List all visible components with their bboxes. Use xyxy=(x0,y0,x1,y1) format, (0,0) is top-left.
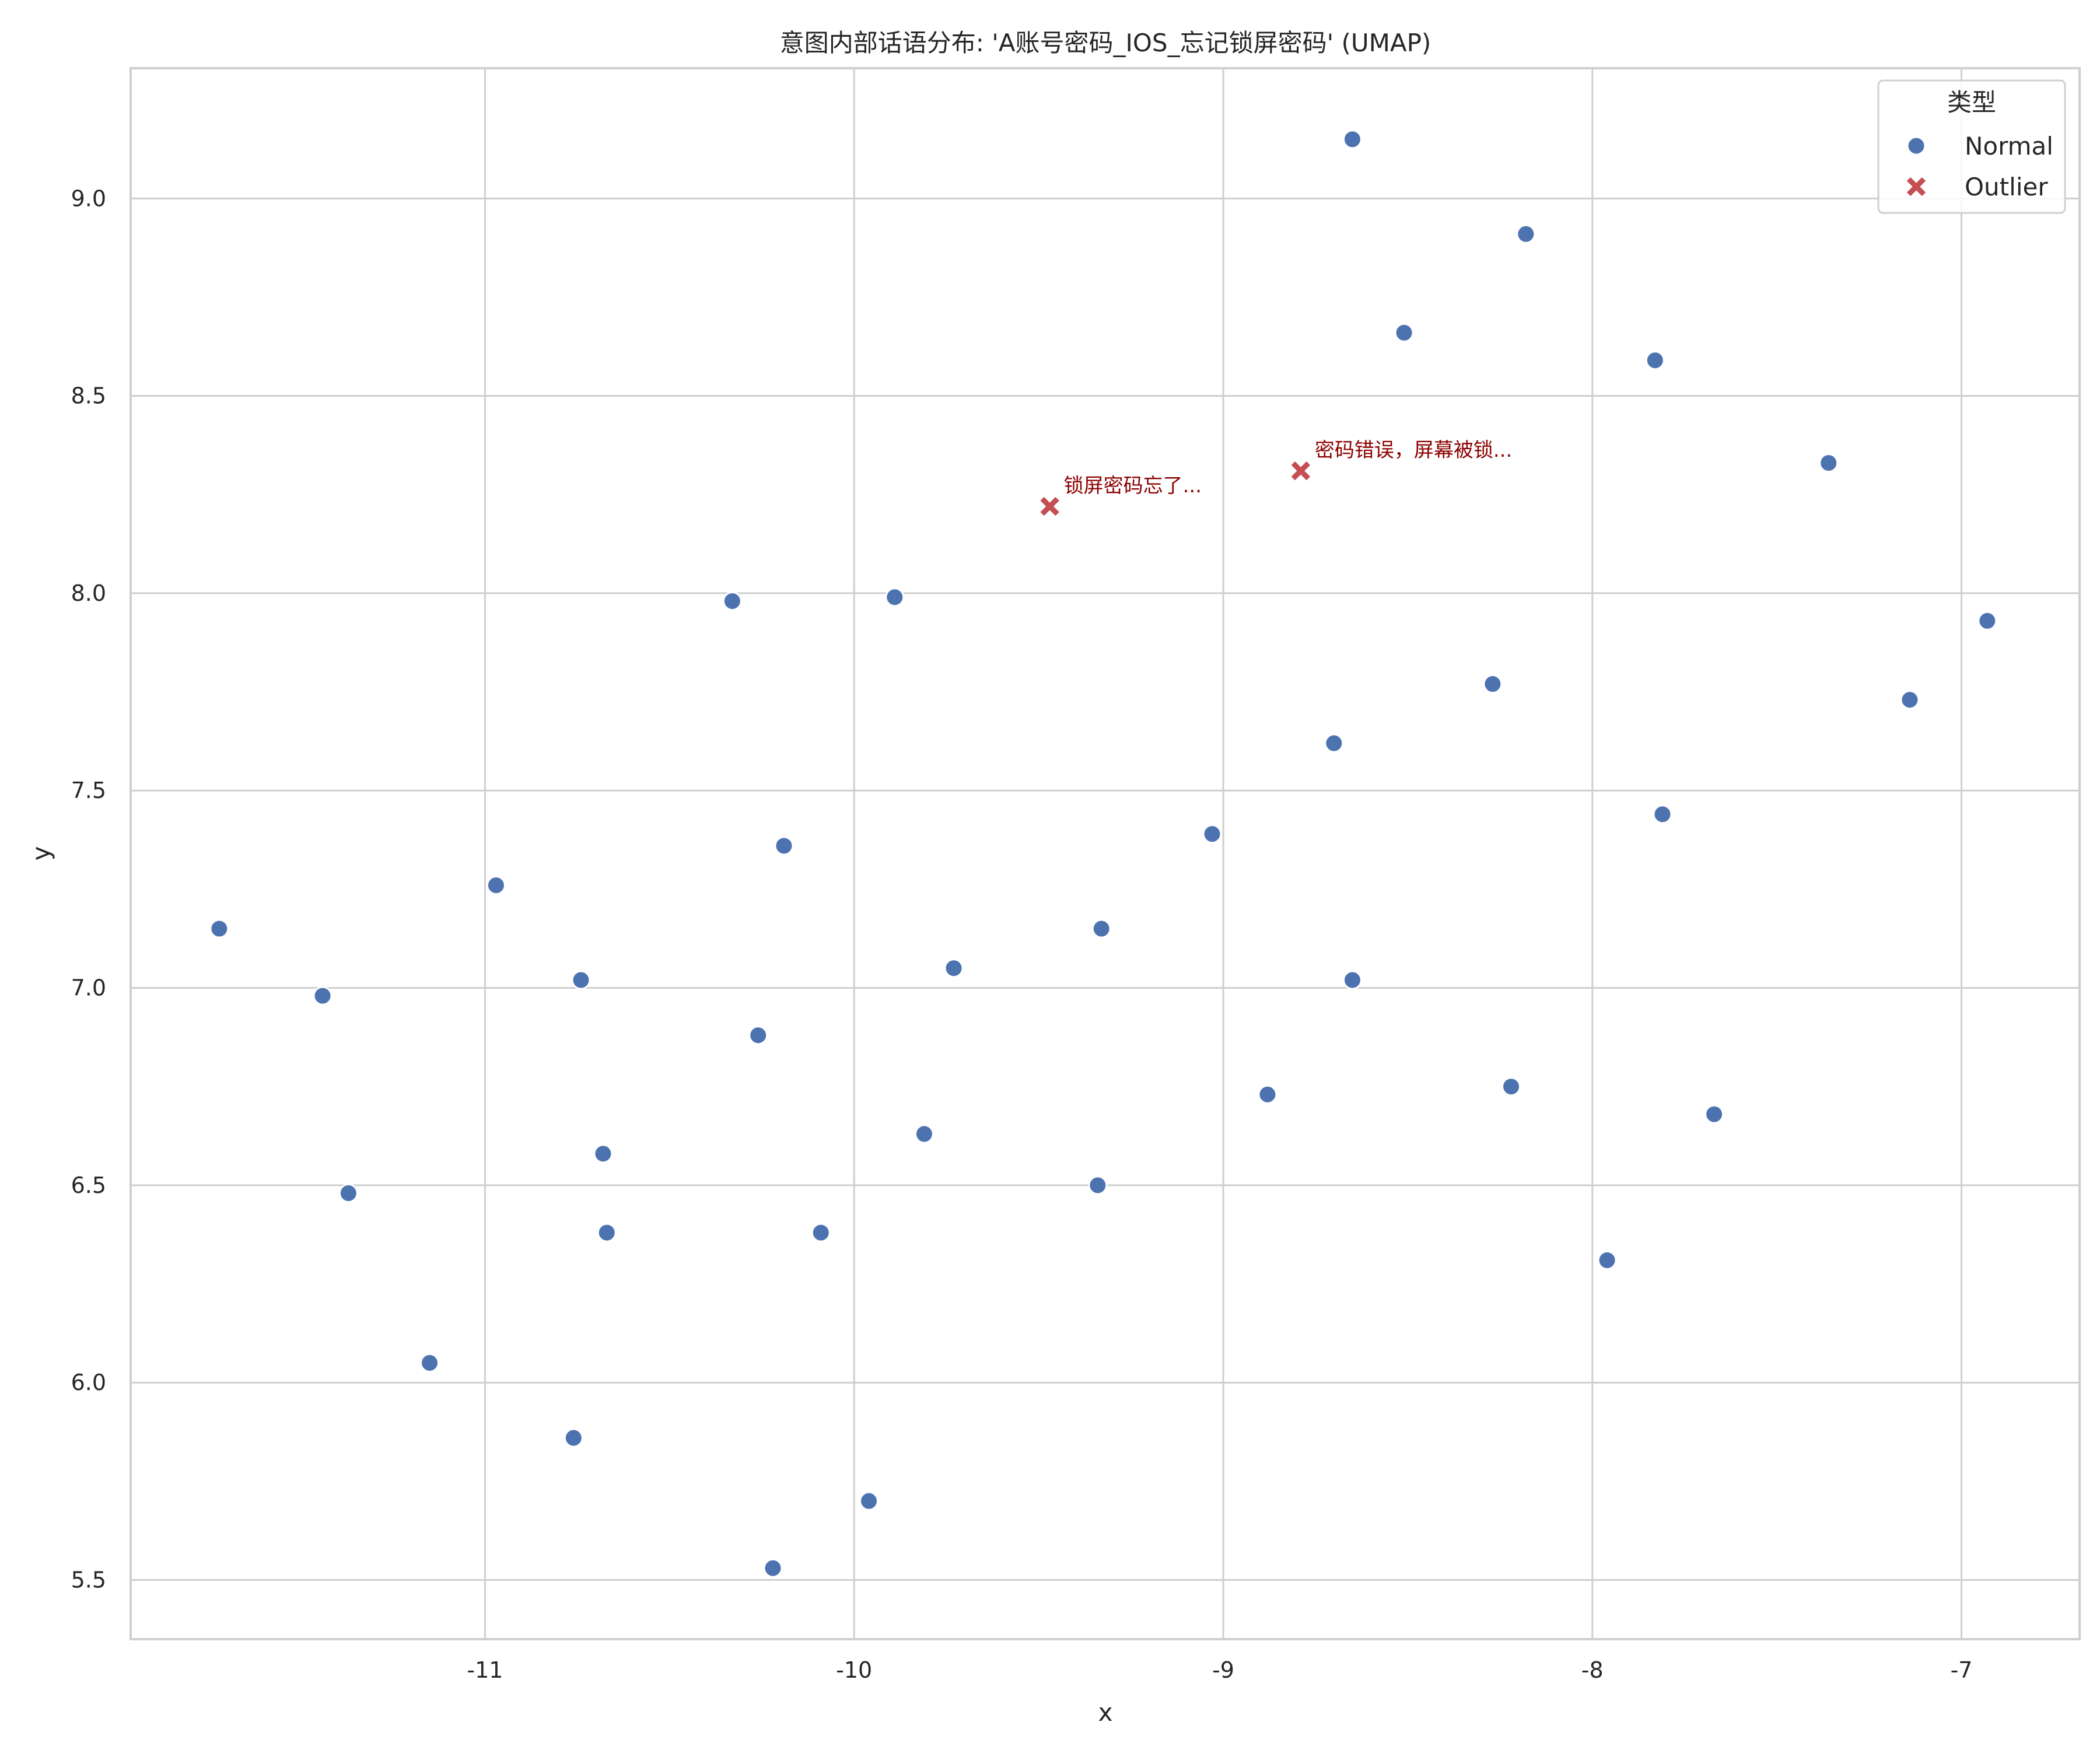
normal-point xyxy=(564,1428,583,1448)
legend-marker-outlier xyxy=(1906,177,1926,197)
normal-point xyxy=(763,1558,783,1578)
outlier-point xyxy=(1291,461,1311,481)
normal-point xyxy=(1704,1104,1724,1124)
plot-frame xyxy=(130,67,2081,1640)
chart-title: 意图内部话语分布: 'A账号密码_IOS_忘记锁屏密码' (UMAP) xyxy=(780,29,1432,57)
outlier-point xyxy=(1040,496,1059,516)
y-tick-label: 6.0 xyxy=(71,1370,106,1395)
x-tick-label: -9 xyxy=(1212,1657,1234,1683)
x-axis-ticks: -11 -10 -9 -8 -7 xyxy=(467,1657,1972,1683)
normal-point xyxy=(1645,351,1665,370)
normal-point xyxy=(593,1144,613,1164)
y-tick-label: 8.0 xyxy=(71,580,106,606)
normal-point xyxy=(313,986,332,1006)
legend-entries: Normal Outlier xyxy=(1906,132,2053,201)
normal-point xyxy=(597,1223,617,1242)
normal-point xyxy=(722,591,742,611)
normal-point xyxy=(1258,1084,1278,1104)
normal-point xyxy=(885,587,905,607)
normal-point xyxy=(338,1183,358,1203)
y-tick-label: 8.5 xyxy=(71,383,106,409)
normal-point xyxy=(1342,130,1362,149)
normal-point xyxy=(748,1026,768,1045)
y-tick-label: 6.5 xyxy=(71,1172,106,1198)
y-tick-label: 7.5 xyxy=(71,778,106,803)
normal-point xyxy=(1483,674,1503,694)
outlier-annotation: 锁屏密码忘了... xyxy=(1064,474,1202,498)
normal-point xyxy=(420,1353,440,1373)
normal-point xyxy=(811,1223,831,1242)
normal-point xyxy=(1342,970,1362,990)
normal-point xyxy=(1091,919,1111,939)
normal-point xyxy=(1978,611,1997,631)
normal-point xyxy=(1819,453,1839,473)
legend: 类型 Normal Outlier xyxy=(1877,79,2066,214)
y-axis-label: y xyxy=(27,846,55,861)
normal-point xyxy=(1900,690,1920,710)
normal-point xyxy=(209,919,229,939)
legend-label-outlier: Outlier xyxy=(1965,173,2048,201)
y-tick-label: 7.0 xyxy=(71,975,106,1001)
y-tick-label: 5.5 xyxy=(71,1567,106,1593)
legend-marker-normal xyxy=(1906,136,1926,156)
normal-point xyxy=(1516,224,1536,244)
normal-point xyxy=(1394,323,1414,342)
x-tick-label: -8 xyxy=(1581,1657,1604,1683)
outlier-annotation: 密码错误，屏幕被锁... xyxy=(1315,439,1512,462)
normal-point xyxy=(914,1124,934,1144)
x-tick-label: -7 xyxy=(1951,1657,1973,1683)
legend-label-normal: Normal xyxy=(1965,132,2053,160)
normal-point xyxy=(1088,1175,1108,1195)
legend-title: 类型 xyxy=(1947,88,1996,117)
normal-point xyxy=(774,836,794,856)
normal-point xyxy=(859,1491,879,1511)
normal-point xyxy=(944,958,964,978)
normal-point xyxy=(1502,1077,1521,1097)
grid xyxy=(131,68,2080,1639)
x-tick-label: -11 xyxy=(467,1657,503,1683)
outlier-annotations: 锁屏密码忘了... 密码错误，屏幕被锁... xyxy=(1064,439,1513,498)
data-points xyxy=(209,130,1997,1578)
y-tick-label: 9.0 xyxy=(71,186,106,211)
normal-point xyxy=(1202,824,1222,844)
normal-point xyxy=(1597,1250,1617,1270)
x-axis-label: x xyxy=(1098,1698,1113,1727)
legend-box xyxy=(1877,79,2066,214)
normal-point xyxy=(1324,733,1344,753)
normal-point xyxy=(486,876,506,895)
y-axis-ticks: 5.5 6.0 6.5 7.0 7.5 8.0 8.5 9.0 xyxy=(71,186,106,1592)
x-tick-label: -10 xyxy=(836,1657,872,1683)
normal-point xyxy=(1653,804,1672,824)
normal-point xyxy=(571,970,591,990)
